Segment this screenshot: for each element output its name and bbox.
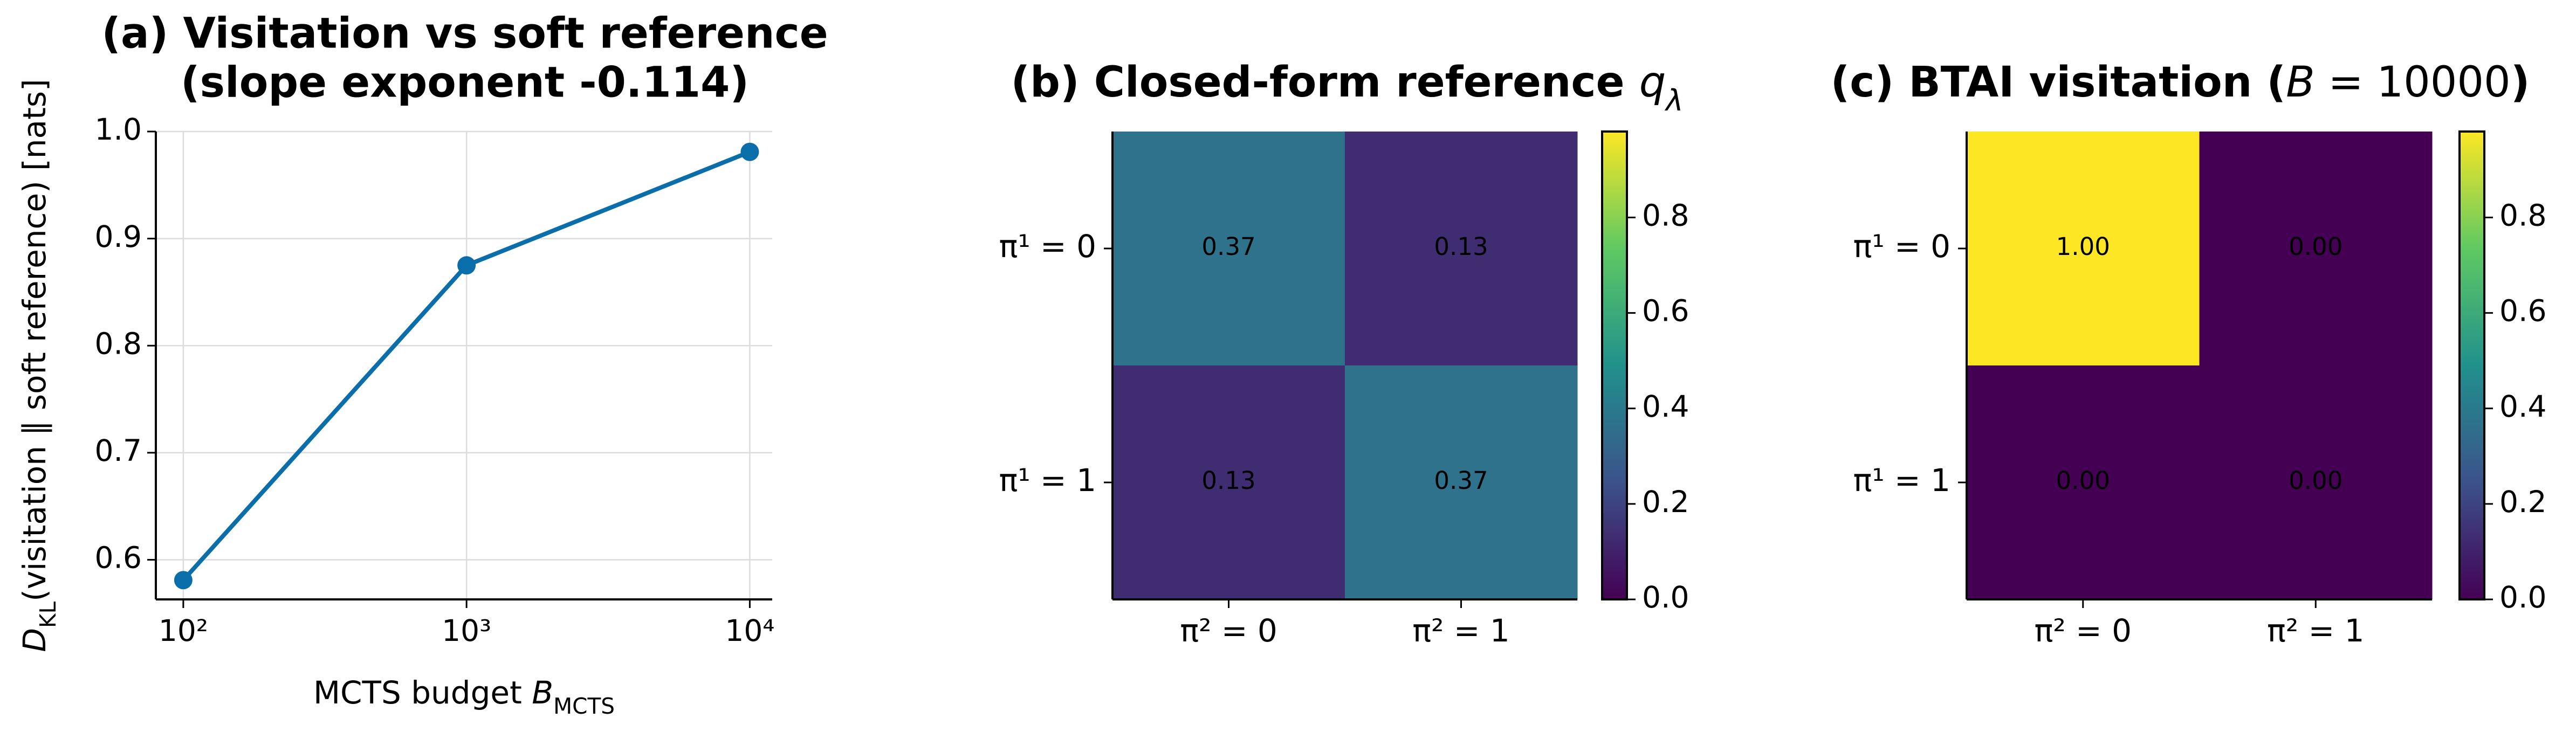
cell-label: 0.13 bbox=[1434, 232, 1488, 261]
x-tick-label: 10² bbox=[159, 613, 208, 648]
y-tick-label: 0.6 bbox=[95, 541, 142, 575]
cell-label: 1.00 bbox=[2056, 232, 2110, 261]
y-axis-label-part: (visitation ∥ soft reference) [nats] bbox=[16, 79, 53, 601]
cell-label: 0.00 bbox=[2056, 466, 2110, 495]
heatmap-cell bbox=[1112, 365, 1345, 600]
chart-title-part: q bbox=[1639, 58, 1666, 107]
x-axis-label-part: MCTS bbox=[553, 693, 615, 719]
marker bbox=[457, 256, 476, 275]
colorbar-tick-label: 0.0 bbox=[1642, 580, 1689, 614]
x-tick-label: 10⁴ bbox=[725, 613, 774, 648]
y-axis-label: DKL(visitation ∥ soft reference) [nats] bbox=[16, 79, 61, 652]
heatmap-cell bbox=[1345, 132, 1578, 366]
colorbar bbox=[2458, 130, 2485, 600]
chart-title: (slope exponent -0.114) bbox=[181, 58, 749, 107]
y-tick-label: 0.8 bbox=[95, 326, 142, 361]
colorbar-tick-label: 0.0 bbox=[2499, 580, 2546, 614]
heatmap-cell bbox=[2199, 365, 2433, 600]
colorbar-tick-label: 0.4 bbox=[1642, 389, 1689, 424]
chart-title-part: λ bbox=[1664, 83, 1683, 118]
colorbar-tick-label: 0.8 bbox=[2499, 198, 2546, 233]
cell-label: 0.37 bbox=[1434, 466, 1488, 495]
heatmap-cell bbox=[1967, 365, 2200, 600]
y-tick-label: π¹ = 0 bbox=[1853, 228, 1950, 265]
cell-label: 0.00 bbox=[2289, 466, 2343, 495]
colorbar-tick-label: 0.4 bbox=[2499, 389, 2546, 424]
colorbar-tick-label: 0.8 bbox=[1642, 198, 1689, 233]
marker bbox=[174, 571, 193, 590]
cell-label: 0.00 bbox=[2289, 232, 2343, 261]
y-tick-label: 1.0 bbox=[95, 112, 142, 147]
chart-title-part: ) bbox=[2511, 58, 2530, 107]
y-axis-label-part: KL bbox=[35, 601, 61, 628]
colorbar-tick-label: 0.6 bbox=[2499, 294, 2546, 328]
x-tick-label: 10³ bbox=[442, 613, 491, 648]
heatmap-cell bbox=[1345, 365, 1578, 600]
cell-label: 0.37 bbox=[1201, 232, 1255, 261]
heatmap-cell bbox=[1967, 132, 2200, 366]
y-tick-label: π¹ = 1 bbox=[999, 462, 1096, 499]
x-axis-label-part: B bbox=[532, 674, 553, 711]
chart-title-part: (b) Closed-form reference bbox=[1011, 58, 1639, 107]
chart-title-part: (c) BTAI visitation ( bbox=[1831, 58, 2286, 107]
colorbar-tick-label: 0.2 bbox=[2499, 485, 2546, 519]
x-tick-label: π² = 1 bbox=[1412, 612, 1510, 649]
colorbar-tick-label: 0.2 bbox=[1642, 485, 1689, 519]
y-tick-label: 0.9 bbox=[95, 219, 142, 254]
x-tick-label: π² = 0 bbox=[1180, 612, 1277, 649]
y-tick-label: π¹ = 0 bbox=[999, 228, 1096, 265]
chart-title-part: = 10000 bbox=[2315, 58, 2511, 107]
y-tick-label: π¹ = 1 bbox=[1853, 462, 1950, 499]
cell-label: 0.13 bbox=[1201, 466, 1255, 495]
y-tick-label: 0.7 bbox=[95, 433, 142, 468]
x-axis-label-part: MCTS budget bbox=[313, 674, 532, 711]
chart-title-part: B bbox=[2286, 58, 2315, 107]
heatmap-cell bbox=[1112, 132, 1345, 366]
colorbar bbox=[1601, 130, 1628, 600]
heatmap-cell bbox=[2199, 132, 2433, 366]
x-axis-label: MCTS budget BMCTS bbox=[313, 674, 615, 719]
x-tick-label: π² = 1 bbox=[2267, 612, 2365, 649]
colorbar-tick-label: 0.6 bbox=[1642, 294, 1689, 328]
marker bbox=[740, 142, 759, 161]
x-tick-label: π² = 0 bbox=[2034, 612, 2132, 649]
y-axis-label-part: D bbox=[16, 628, 53, 652]
chart-title: (c) BTAI visitation (B = 10000) bbox=[1831, 58, 2530, 107]
chart-title: (a) Visitation vs soft reference bbox=[101, 9, 828, 58]
chart-title: (b) Closed-form reference qλ bbox=[1011, 58, 1683, 118]
